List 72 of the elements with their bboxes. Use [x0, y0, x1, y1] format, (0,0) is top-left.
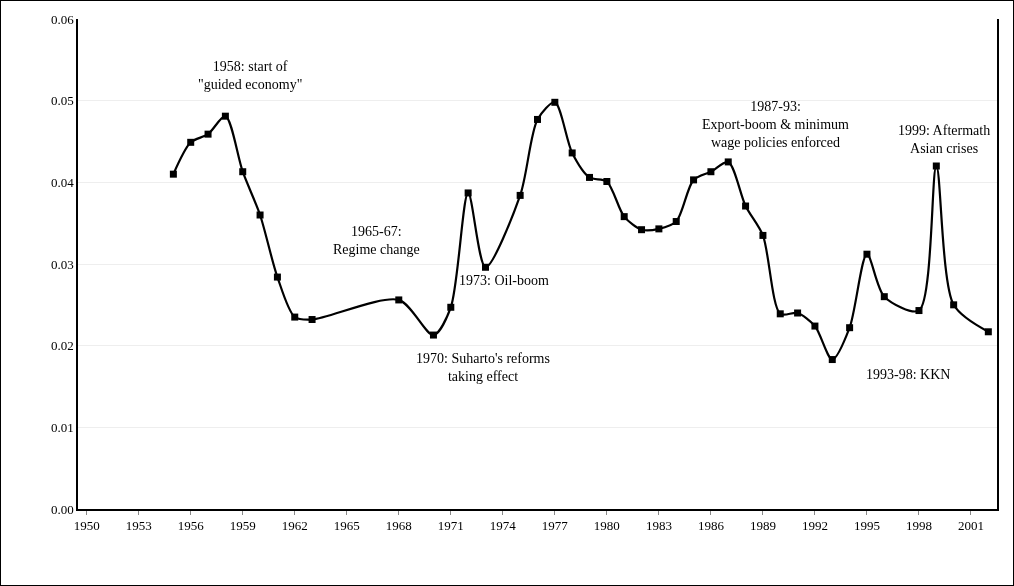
point [880, 293, 888, 301]
point [534, 115, 541, 123]
point [586, 173, 594, 181]
x-tick-label: 1980 [593, 518, 620, 534]
y-tick-label: 0.06 [50, 11, 75, 27]
y-tick-label: 0.02 [50, 338, 74, 354]
x-tick-label: 1998 [905, 518, 932, 534]
point [603, 178, 611, 186]
point [863, 250, 871, 258]
x-tick-label: 2001 [957, 518, 984, 534]
x-tick-label: 1968 [385, 518, 412, 534]
y-tick-label: 0.01 [50, 419, 74, 435]
point [932, 162, 940, 170]
point [481, 263, 489, 271]
annotation: 1958: start of "guided economy" [198, 59, 303, 93]
point [273, 273, 281, 281]
point [828, 356, 836, 364]
point [811, 322, 819, 330]
point [707, 168, 715, 176]
point [950, 301, 958, 309]
point [169, 170, 177, 178]
point [204, 130, 212, 138]
annotation: 1973: Oil-boom [459, 273, 549, 288]
annotation: 1999: Aftermath Asian crises [898, 123, 991, 157]
y-tick-label: 0.04 [50, 174, 75, 190]
x-tick-label: 1965 [333, 518, 360, 534]
point [568, 149, 576, 157]
point [447, 303, 455, 311]
point [221, 112, 229, 120]
point [308, 316, 316, 324]
x-tick-label: 1986 [697, 518, 725, 534]
x-tick-label: 1956 [177, 518, 205, 534]
x-tick-label: 1959 [229, 518, 256, 534]
x-tick-label: 1953 [125, 518, 152, 534]
point [256, 211, 264, 219]
point [291, 313, 299, 321]
x-tick-label: 1995 [853, 518, 880, 534]
x-tick-label: 1992 [801, 518, 828, 534]
point [551, 98, 559, 106]
point [672, 218, 680, 226]
point [794, 309, 802, 317]
annotation: 1993-98: KKN [866, 367, 951, 382]
x-tick-label: 1989 [749, 518, 776, 534]
point [239, 168, 247, 176]
point [429, 331, 437, 339]
point [759, 231, 767, 239]
x-tick-label: 1962 [281, 518, 308, 534]
point [620, 213, 628, 221]
point [690, 176, 698, 184]
x-tick-label: 1971 [437, 518, 464, 534]
point [638, 226, 646, 234]
annotation: 1970: Suharto's reforms taking effect [416, 351, 550, 385]
point [776, 310, 784, 318]
x-tick-label: 1977 [541, 518, 569, 534]
point [187, 138, 195, 146]
point [655, 225, 663, 233]
y-tick-label: 0.05 [50, 93, 74, 109]
x-tick-label: 1983 [645, 518, 672, 534]
point [915, 307, 923, 315]
point [516, 191, 524, 199]
y-tick-label: 0.00 [50, 501, 74, 517]
point [984, 328, 992, 336]
annotation: 1965-67: Regime change [333, 224, 420, 258]
y-tick-label: 0.03 [50, 256, 74, 272]
point [742, 202, 750, 210]
point [464, 189, 472, 197]
point [395, 296, 403, 304]
annotation: 1987-93: Export-boom & minimum wage policies enforced [702, 99, 850, 151]
x-tick-label: 1974 [489, 518, 517, 534]
x-tick-label: 1950 [73, 518, 100, 534]
point [724, 158, 732, 166]
point [846, 324, 854, 332]
